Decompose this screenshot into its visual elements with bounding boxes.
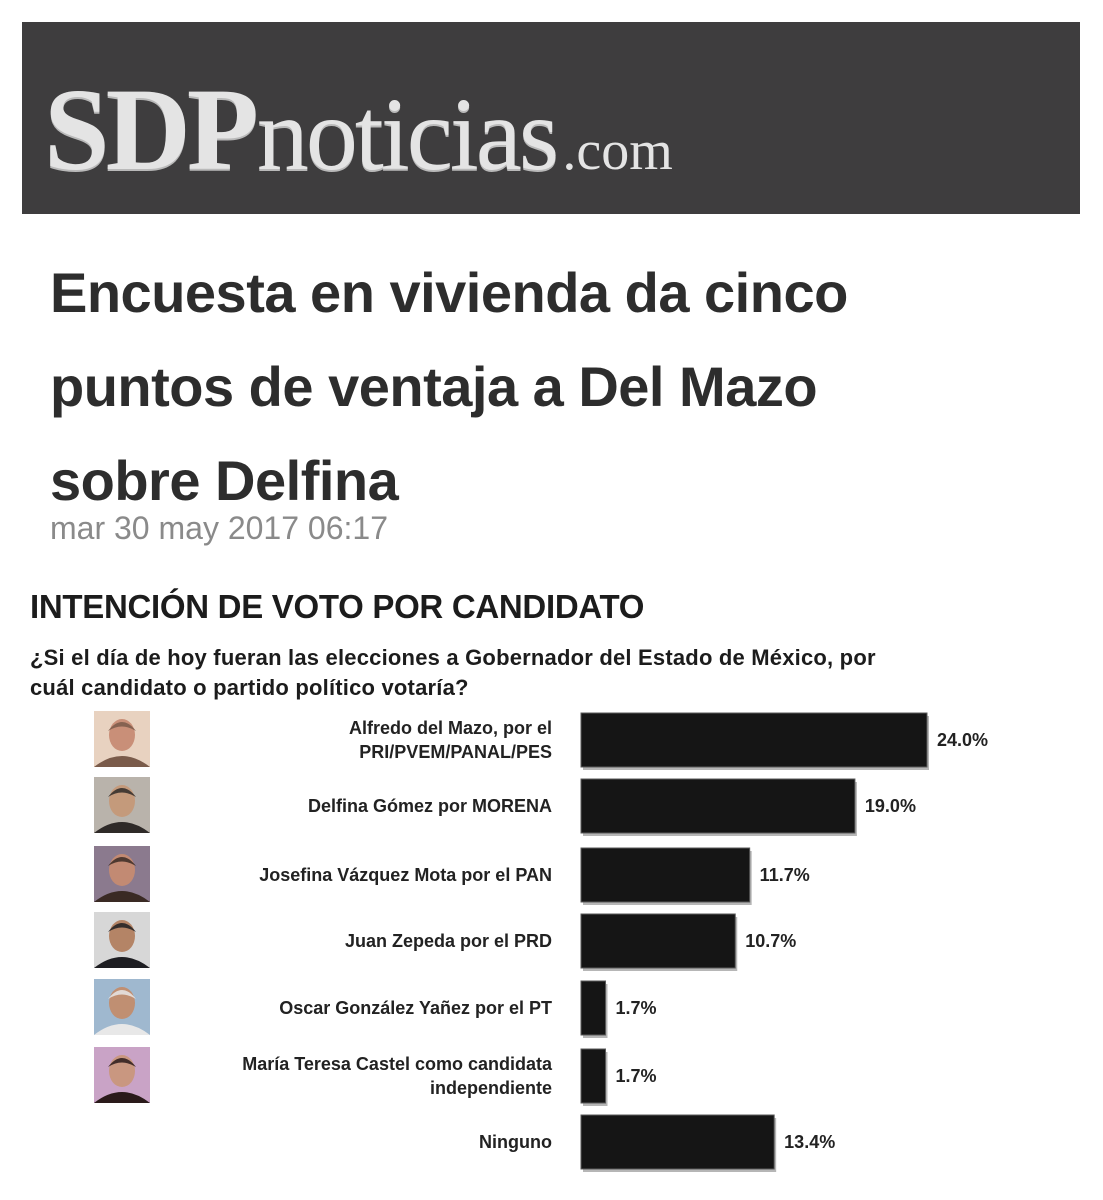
candidate-photo	[94, 777, 150, 833]
candidate-photo	[94, 912, 150, 968]
value-label: 11.7%	[760, 865, 810, 885]
category-label: Oscar González Yañez por el PT	[279, 998, 552, 1018]
value-label: 1.7%	[616, 1066, 657, 1086]
article-headline: Encuesta en vivienda da cinco puntos de …	[50, 246, 1010, 528]
headline-line: Encuesta en vivienda da cinco	[50, 261, 848, 324]
value-label: 13.4%	[784, 1132, 835, 1152]
chart-title: INTENCIÓN DE VOTO POR CANDIDATO	[30, 588, 645, 625]
bar	[580, 712, 928, 768]
category-label: María Teresa Castel como candidata	[242, 1054, 553, 1074]
candidate-photo	[94, 1047, 150, 1103]
photo-shoulders	[94, 957, 150, 968]
site-logo[interactable]: SDP noticias .com	[44, 62, 673, 195]
bar-row: 19.0% Delfina Gómez por MORENA	[94, 777, 916, 836]
photo-hair	[108, 788, 136, 797]
category-label: Juan Zepeda por el PRD	[345, 931, 552, 951]
bar-row: 10.7% Juan Zepeda por el PRD	[94, 912, 796, 971]
logo-sdp-text: SDP	[44, 64, 259, 195]
candidate-photo	[94, 979, 150, 1035]
logo-com-text: .com	[562, 120, 673, 182]
category-label: PRI/PVEM/PANAL/PES	[359, 742, 552, 762]
photo-hair	[108, 923, 136, 932]
value-label: 10.7%	[745, 931, 796, 951]
photo-hair	[108, 990, 136, 999]
bar	[580, 1048, 607, 1104]
vote-intention-chart: 24.0% Alfredo del Mazo, por el PRI/PVEM/PA…	[94, 711, 988, 1172]
chart-question-line: ¿Si el día de hoy fueran las elecciones …	[30, 645, 876, 670]
value-label: 19.0%	[865, 796, 916, 816]
category-label: Delfina Gómez por MORENA	[308, 796, 552, 816]
category-label: Ninguno	[479, 1132, 552, 1152]
bar	[580, 1114, 775, 1170]
masthead: SDP noticias .com	[22, 22, 1080, 214]
photo-hair	[108, 722, 136, 731]
bar-row: 11.7% Josefina Vázquez Mota por el PAN	[94, 846, 810, 905]
photo-hair	[108, 1058, 136, 1067]
chart-question-line: cuál candidato o partido político votarí…	[30, 675, 469, 700]
bar-row: 13.4% Ninguno	[479, 1114, 835, 1172]
photo-shoulders	[94, 756, 150, 767]
category-label: Josefina Vázquez Mota por el PAN	[259, 865, 552, 885]
category-label: independiente	[430, 1078, 552, 1098]
bar	[580, 778, 856, 834]
chart-question: ¿Si el día de hoy fueran las elecciones …	[30, 643, 1090, 703]
bar-row: 1.7% Oscar González Yañez por el PT	[94, 979, 657, 1038]
candidate-photo	[94, 711, 150, 767]
category-label: Alfredo del Mazo, por el	[349, 718, 552, 738]
photo-hair	[108, 857, 136, 866]
article-date: mar 30 may 2017 06:17	[50, 510, 388, 546]
headline-line: puntos de ventaja a Del Mazo	[50, 355, 818, 418]
headline-line: sobre Delfina	[50, 449, 399, 512]
bar-row: 1.7% María Teresa Castel como candidata in…	[94, 1047, 657, 1106]
bar	[580, 980, 607, 1036]
photo-shoulders	[94, 822, 150, 833]
value-label: 24.0%	[937, 730, 988, 750]
value-label: 1.7%	[616, 998, 657, 1018]
bar	[580, 847, 751, 903]
photo-shoulders	[94, 891, 150, 902]
bar	[580, 913, 736, 969]
candidate-photo	[94, 846, 150, 902]
photo-shoulders	[94, 1024, 150, 1035]
bar-row: 24.0% Alfredo del Mazo, por el PRI/PVEM/PA…	[94, 711, 988, 770]
logo-noticias-text: noticias	[256, 77, 559, 192]
photo-shoulders	[94, 1092, 150, 1103]
